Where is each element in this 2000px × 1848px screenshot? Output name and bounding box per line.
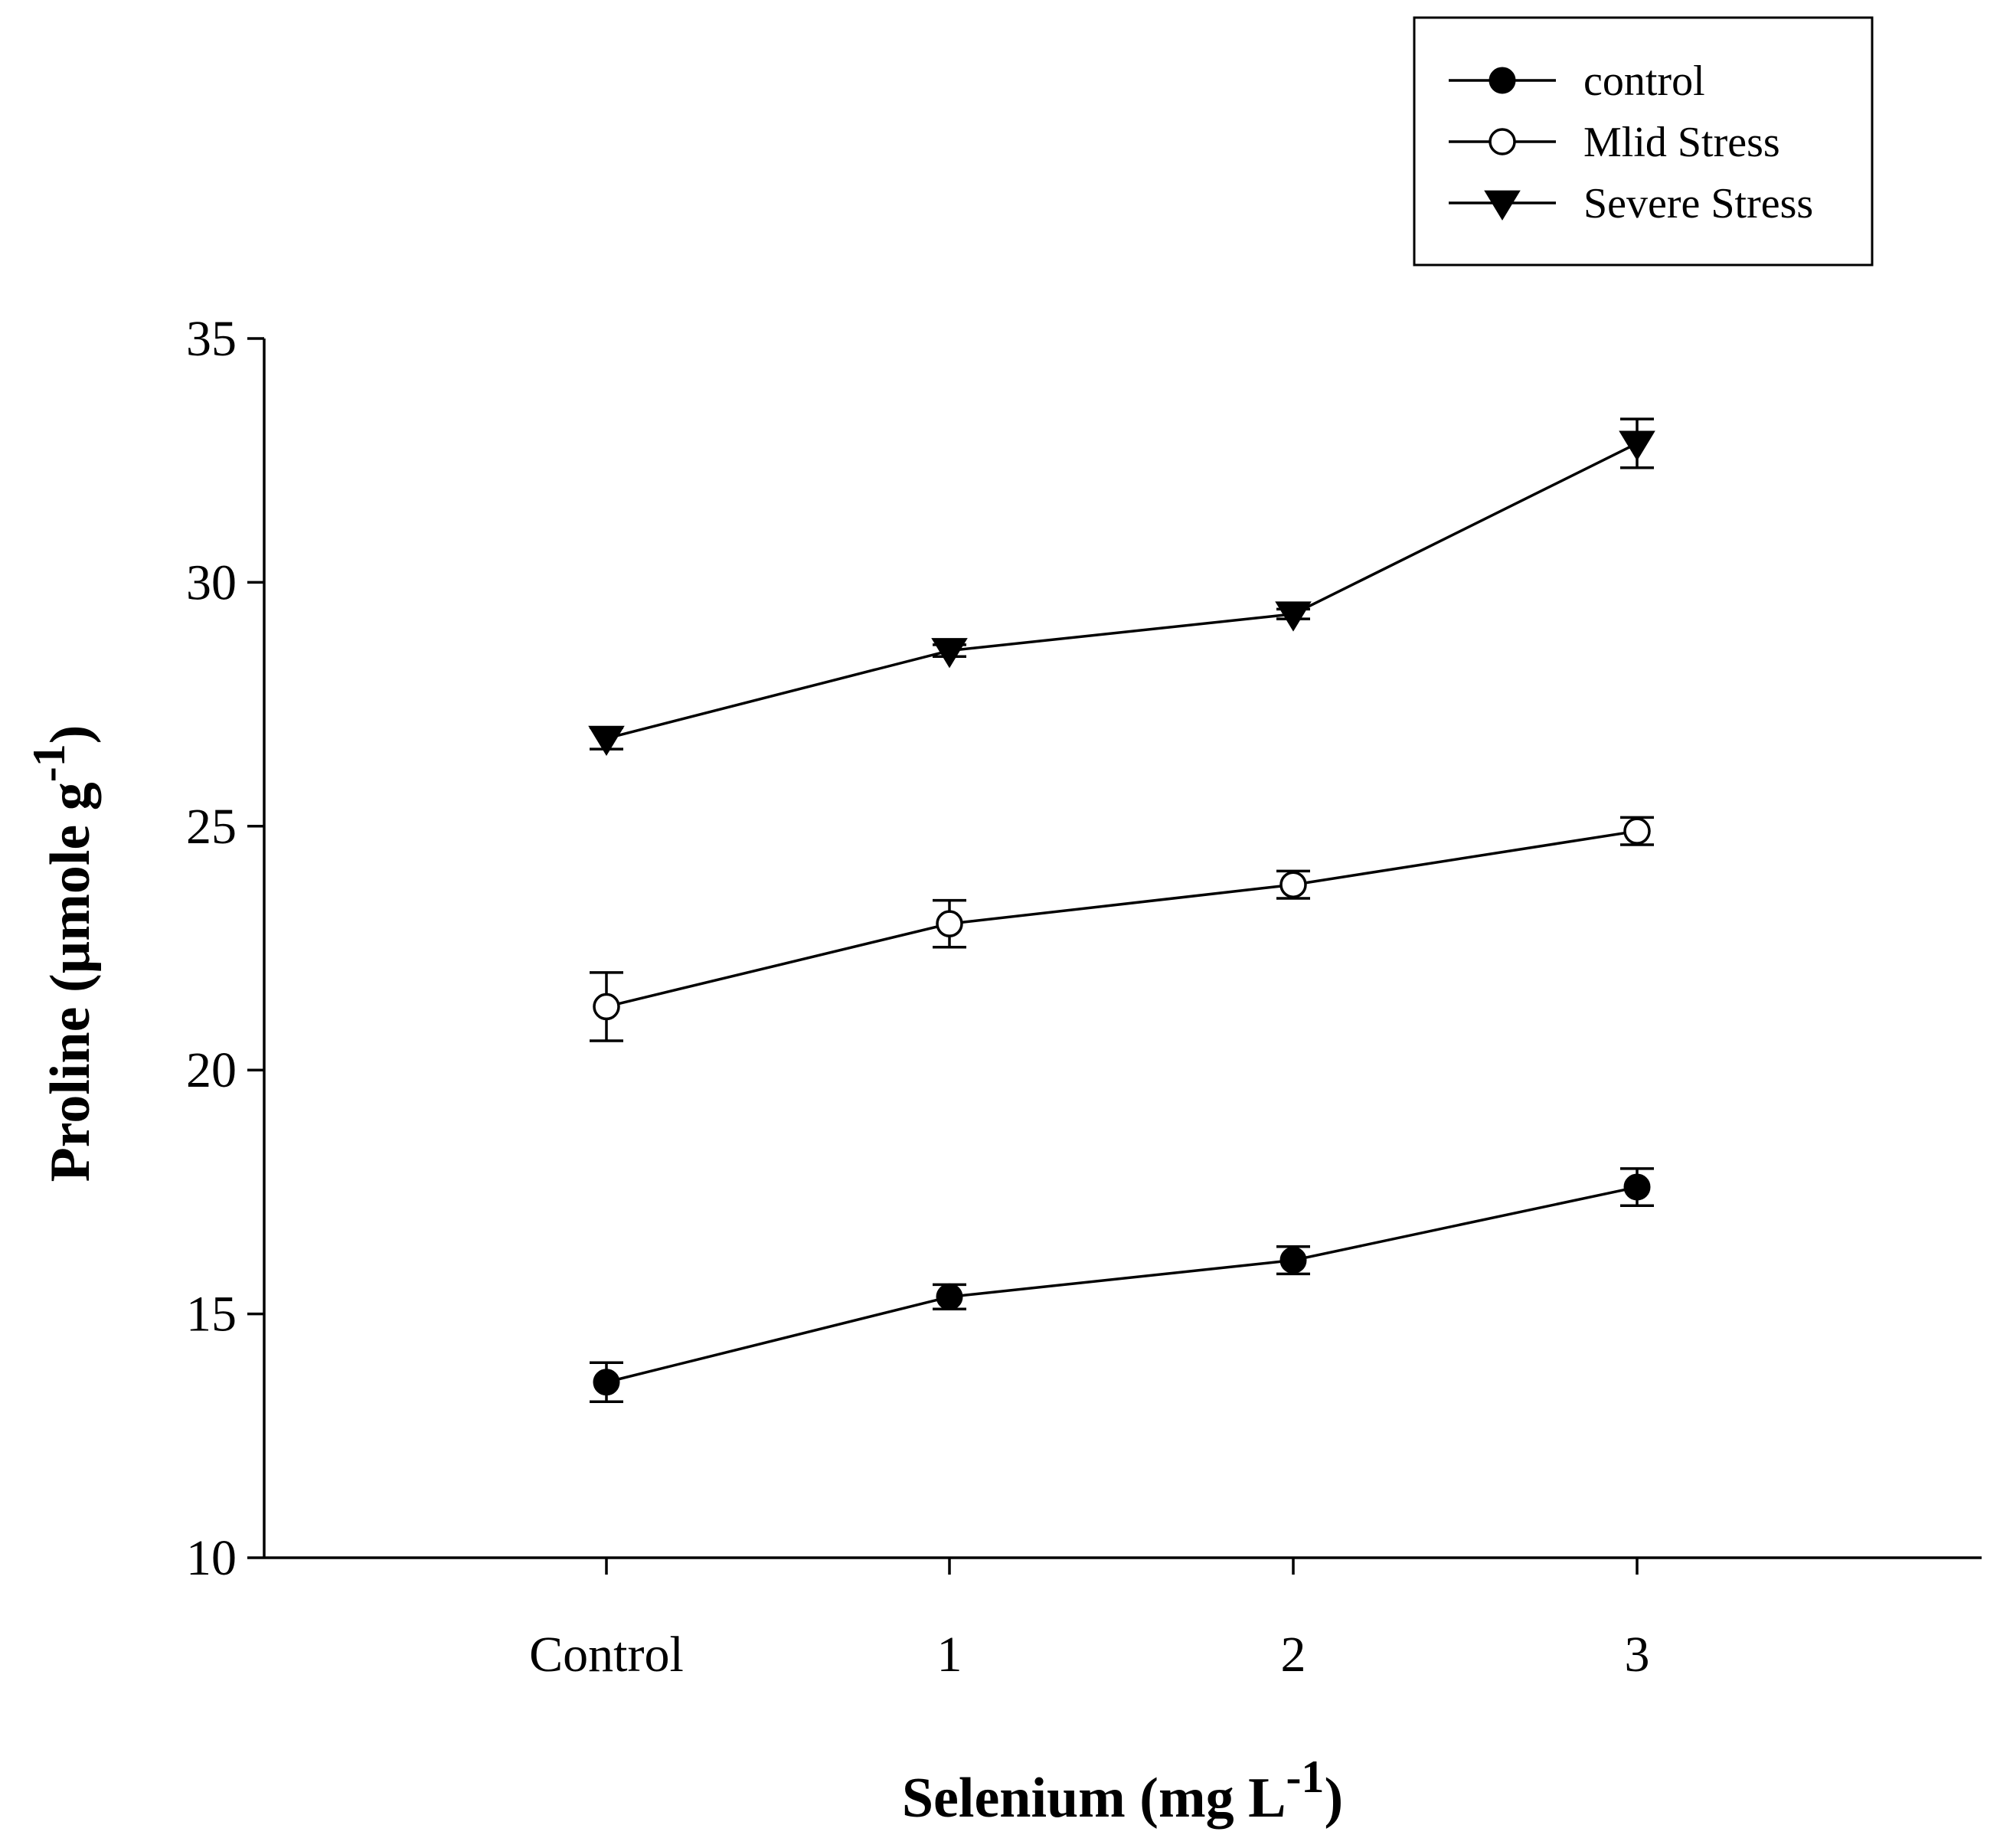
x-tick-label: 2	[1281, 1627, 1306, 1683]
y-tick-label: 15	[186, 1287, 237, 1343]
y-tick-label: 20	[186, 1042, 237, 1098]
y-axis-title: Proline (µmole g-1)	[24, 725, 102, 1182]
y-tick-label: 25	[186, 799, 237, 855]
x-axis-title: Selenium (mg L-1)	[902, 1752, 1343, 1830]
data-point	[936, 910, 963, 937]
plot-area	[588, 417, 1655, 1403]
y-tick-label: 10	[186, 1530, 237, 1586]
legend-marker	[1489, 67, 1516, 94]
y-tick-label: 35	[186, 311, 237, 367]
x-tick-label: Control	[529, 1627, 684, 1683]
data-point	[1623, 817, 1651, 845]
data-point	[931, 638, 968, 669]
data-point	[593, 1369, 620, 1396]
series-line	[606, 442, 1638, 740]
legend-marker	[1484, 190, 1521, 221]
legend-marker	[1489, 128, 1516, 155]
axis-titles: Selenium (mg L-1) Proline (µmole g-1)	[24, 725, 1343, 1830]
data-point	[936, 1283, 963, 1310]
legend: control Mlid Stress Severe Stress	[1413, 16, 1874, 267]
legend-label: Mlid Stress	[1583, 119, 1780, 166]
data-point	[588, 725, 625, 757]
data-point	[1275, 601, 1312, 632]
axes: 10 15 20 25 30 35 Control 1 2 3	[186, 311, 1982, 1683]
series-mlid-stress	[590, 816, 1654, 1042]
data-point	[1619, 430, 1655, 461]
data-point	[1623, 1173, 1651, 1201]
legend-label: Severe Stress	[1583, 180, 1813, 227]
x-tick-label: 3	[1625, 1627, 1650, 1683]
y-tick-label: 30	[186, 554, 237, 610]
data-point	[593, 993, 620, 1021]
legend-label: control	[1583, 57, 1705, 105]
series-severe-stress	[588, 417, 1655, 757]
data-point	[1279, 1247, 1307, 1274]
data-point	[1279, 871, 1307, 898]
series-control	[590, 1167, 1654, 1403]
series-line	[606, 829, 1638, 1009]
x-tick-label: 1	[937, 1627, 962, 1683]
series-line	[606, 1186, 1638, 1384]
